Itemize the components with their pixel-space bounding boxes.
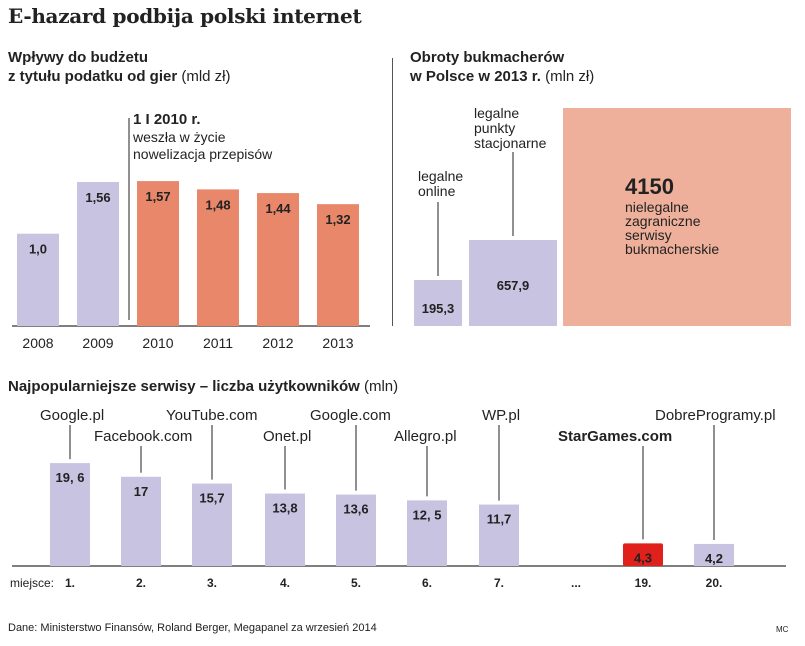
bookmaker-category-label: online <box>418 183 456 199</box>
budget-annotation-date: 1 I 2010 r. <box>133 111 201 128</box>
budget-year-label: 2012 <box>262 335 293 351</box>
rank-ellipsis: ... <box>571 576 581 590</box>
website-value-label: 4,2 <box>705 551 723 566</box>
bookmaker-bar <box>414 280 462 326</box>
budget-year-label: 2010 <box>142 335 173 351</box>
website-bar <box>192 483 232 566</box>
bookmaker-category-label: nielegalne <box>625 199 689 215</box>
bookmaker-value-label: 195,3 <box>422 301 455 316</box>
bookmaker-category-label: legalne <box>474 105 519 121</box>
website-rank-label: 20. <box>706 576 723 590</box>
website-bar <box>336 494 376 566</box>
website-bar <box>121 476 161 566</box>
bookmaker-chart-title-line2: w Polsce w 2013 r. <box>410 68 541 85</box>
bookmaker-category-label: zagraniczne <box>625 213 701 229</box>
rank-prefix-label: miejsce: <box>10 576 54 590</box>
website-name-label: Facebook.com <box>94 428 192 445</box>
bookmaker-value-label: 657,9 <box>497 278 530 293</box>
budget-value-label: 1,44 <box>265 201 291 216</box>
author-credit: MC <box>776 625 789 634</box>
website-value-label: 15,7 <box>199 491 224 506</box>
website-value-label: 19, 6 <box>56 470 85 485</box>
bookmaker-category-label: bukmacherskie <box>625 241 719 257</box>
website-bar <box>50 463 90 566</box>
website-value-label: 12, 5 <box>413 507 442 522</box>
websites-chart-unit: (mln) <box>363 378 399 395</box>
website-rank-label: 2. <box>136 576 146 590</box>
budget-year-label: 2013 <box>322 335 353 351</box>
website-bar <box>623 543 663 566</box>
website-rank-label: 7. <box>494 576 504 590</box>
bookmaker-bar <box>563 108 791 326</box>
page-title: E-hazard podbija polski internet <box>8 4 362 28</box>
bookmaker-bar <box>469 240 557 326</box>
website-bar <box>694 543 734 566</box>
bookmaker-category-label: punkty <box>474 120 515 136</box>
website-name-label: DobreProgramy.pl <box>655 407 776 424</box>
website-value-label: 13,8 <box>272 501 297 516</box>
source-note: Dane: Ministerstwo Finansów, Roland Berg… <box>8 622 377 634</box>
website-bar <box>407 500 447 566</box>
website-value-label: 11,7 <box>487 512 512 527</box>
budget-bar <box>77 182 119 326</box>
website-bar <box>265 493 305 566</box>
budget-year-label: 2011 <box>203 335 233 351</box>
website-value-label: 4,3 <box>634 550 652 565</box>
website-bar <box>479 504 519 566</box>
website-rank-label: 6. <box>422 576 432 590</box>
budget-bar <box>137 181 179 326</box>
bookmaker-category-label: stacjonarne <box>474 135 547 151</box>
budget-chart-title: Wpływy do budżetu z tytułu podatku od gi… <box>8 48 231 86</box>
website-name-label: Onet.pl <box>263 428 311 445</box>
budget-year-label: 2009 <box>82 335 113 351</box>
bookmaker-chart-title-line1: Obroty bukmacherów <box>410 49 565 66</box>
budget-bar <box>317 204 359 326</box>
budget-bar <box>257 193 299 326</box>
website-value-label: 13,6 <box>343 502 368 517</box>
website-name-label: StarGames.com <box>558 428 672 445</box>
bookmaker-value-label: 4150 <box>625 174 674 199</box>
website-rank-label: 5. <box>351 576 361 590</box>
budget-year-label: 2008 <box>22 335 53 351</box>
websites-chart-title: Najpopularniejsze serwisy – liczba użytk… <box>8 377 398 396</box>
budget-annotation-text: nowelizacja przepisów <box>133 146 273 162</box>
budget-bar <box>197 189 239 326</box>
budget-chart-title-line1: Wpływy do budżetu <box>8 49 148 66</box>
budget-annotation-text: weszła w życie <box>132 129 226 145</box>
budget-value-label: 1,57 <box>145 189 170 204</box>
website-name-label: Google.com <box>310 407 391 424</box>
budget-value-label: 1,0 <box>29 242 47 257</box>
website-name-label: WP.pl <box>482 407 520 424</box>
budget-value-label: 1,48 <box>205 197 230 212</box>
budget-bar <box>17 233 59 326</box>
website-rank-label: 1. <box>65 576 75 590</box>
website-value-label: 17 <box>134 484 148 499</box>
website-rank-label: 3. <box>207 576 217 590</box>
bookmaker-category-label: serwisy <box>625 227 672 243</box>
website-name-label: YouTube.com <box>166 407 257 424</box>
bookmaker-chart-unit: (mln zł) <box>545 68 595 85</box>
budget-chart-unit: (mld zł) <box>181 68 231 85</box>
website-rank-label: 4. <box>280 576 290 590</box>
bookmaker-category-label: legalne <box>418 168 463 184</box>
budget-chart-title-line2: z tytułu podatku od gier <box>8 68 178 85</box>
website-name-label: Google.pl <box>40 407 104 424</box>
budget-value-label: 1,32 <box>325 212 350 227</box>
bookmaker-chart-title: Obroty bukmacherów w Polsce w 2013 r. (m… <box>410 48 594 86</box>
section-divider <box>392 58 393 326</box>
website-name-label: Allegro.pl <box>394 428 457 445</box>
budget-value-label: 1,56 <box>85 190 110 205</box>
websites-chart-title-text: Najpopularniejsze serwisy – liczba użytk… <box>8 378 360 395</box>
website-rank-label: 19. <box>635 576 652 590</box>
